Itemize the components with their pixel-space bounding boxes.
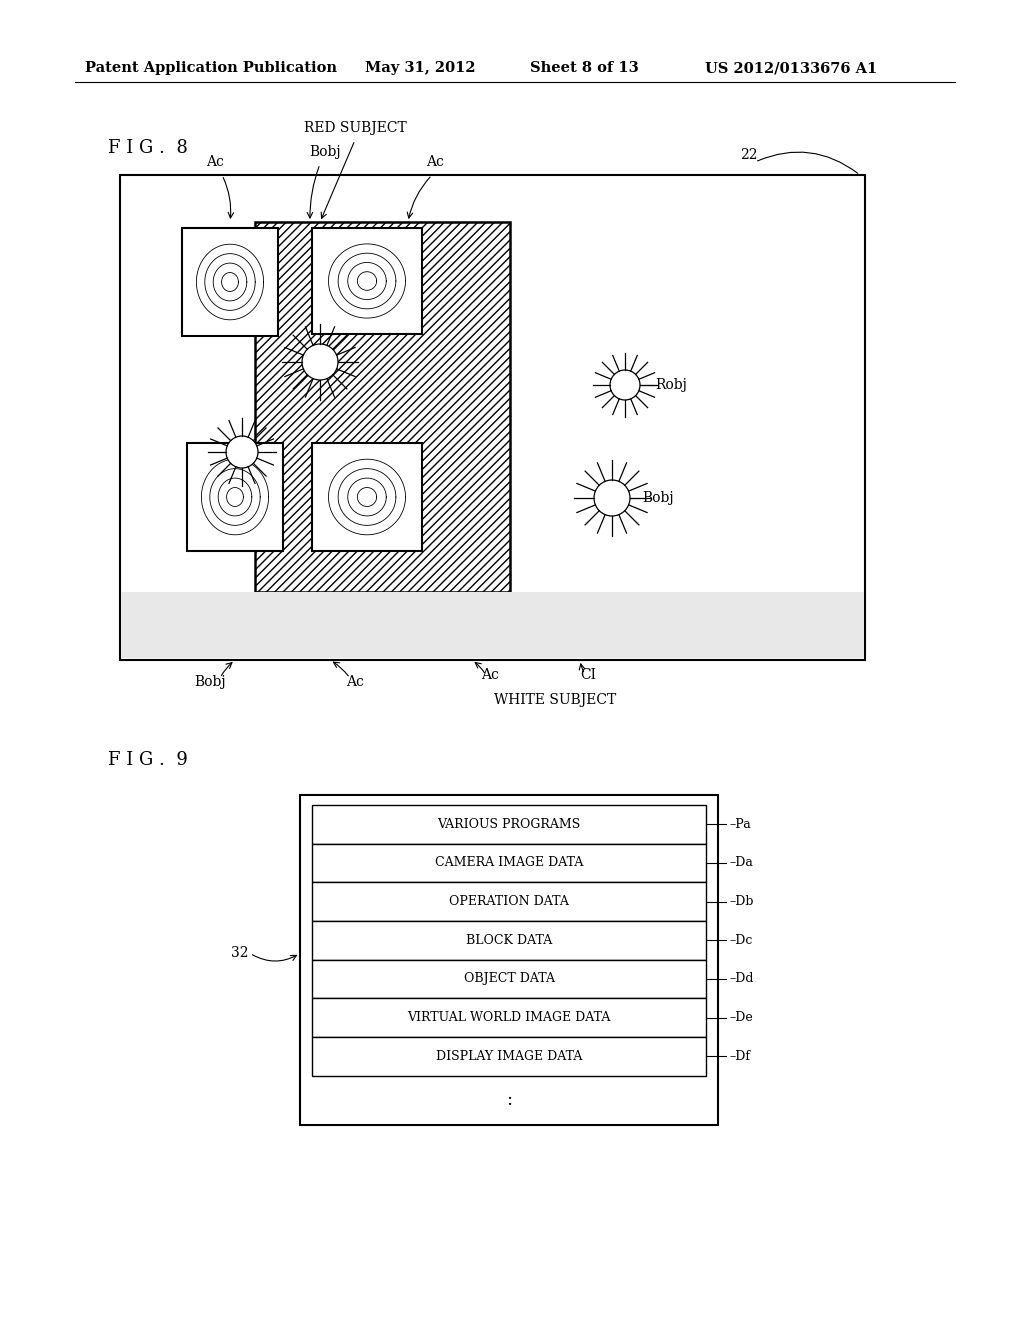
Text: –Dd: –Dd [729, 973, 754, 986]
Text: Patent Application Publication: Patent Application Publication [85, 61, 337, 75]
Bar [312, 805, 706, 843]
Text: 22: 22 [740, 148, 758, 162]
Circle shape [226, 436, 258, 469]
Text: Ac: Ac [481, 668, 499, 682]
Text: CI: CI [580, 668, 596, 682]
Bar [121, 591, 864, 657]
Text: Ac: Ac [206, 154, 224, 169]
Text: Bobj: Bobj [195, 675, 226, 689]
Text: Ac: Ac [346, 675, 364, 689]
Text: –Pa: –Pa [729, 818, 751, 830]
Text: US 2012/0133676 A1: US 2012/0133676 A1 [705, 61, 878, 75]
Text: –De: –De [729, 1011, 753, 1024]
Circle shape [302, 345, 338, 380]
Bar [312, 882, 706, 921]
Bar [120, 176, 865, 660]
Circle shape [610, 370, 640, 400]
Text: Robj: Robj [655, 378, 687, 392]
Bar [300, 795, 718, 1125]
Text: 32: 32 [230, 946, 248, 961]
Text: VIRTUAL WORLD IMAGE DATA: VIRTUAL WORLD IMAGE DATA [408, 1011, 610, 1024]
Text: –Df: –Df [729, 1049, 750, 1063]
Circle shape [594, 480, 630, 516]
Text: Sheet 8 of 13: Sheet 8 of 13 [530, 61, 639, 75]
Text: –Db: –Db [729, 895, 754, 908]
Text: –Da: –Da [729, 857, 753, 870]
Bar [312, 1038, 706, 1076]
Text: May 31, 2012: May 31, 2012 [365, 61, 485, 75]
Text: OBJECT DATA: OBJECT DATA [464, 973, 555, 986]
Text: DISPLAY IMAGE DATA: DISPLAY IMAGE DATA [436, 1049, 583, 1063]
Bar [312, 998, 706, 1038]
Text: Bobj: Bobj [642, 491, 674, 506]
Text: WHITE SUBJECT: WHITE SUBJECT [494, 693, 616, 708]
Bar [182, 228, 278, 337]
Text: CAMERA IMAGE DATA: CAMERA IMAGE DATA [435, 857, 584, 870]
Bar [312, 960, 706, 998]
Text: RED SUBJECT: RED SUBJECT [304, 121, 407, 135]
Bar [187, 444, 283, 550]
Text: Ac: Ac [426, 154, 444, 169]
Bar [312, 228, 422, 334]
Bar [255, 222, 510, 591]
Bar [312, 444, 422, 550]
Text: BLOCK DATA: BLOCK DATA [466, 933, 552, 946]
Text: –Dc: –Dc [729, 933, 753, 946]
Text: F I G .  9: F I G . 9 [108, 751, 187, 770]
Bar [312, 843, 706, 882]
Text: :: : [506, 1092, 512, 1109]
Text: VARIOUS PROGRAMS: VARIOUS PROGRAMS [437, 818, 581, 830]
Text: F I G .  8: F I G . 8 [108, 139, 187, 157]
Text: OPERATION DATA: OPERATION DATA [450, 895, 569, 908]
Text: Bobj: Bobj [309, 145, 341, 158]
Bar [312, 921, 706, 960]
